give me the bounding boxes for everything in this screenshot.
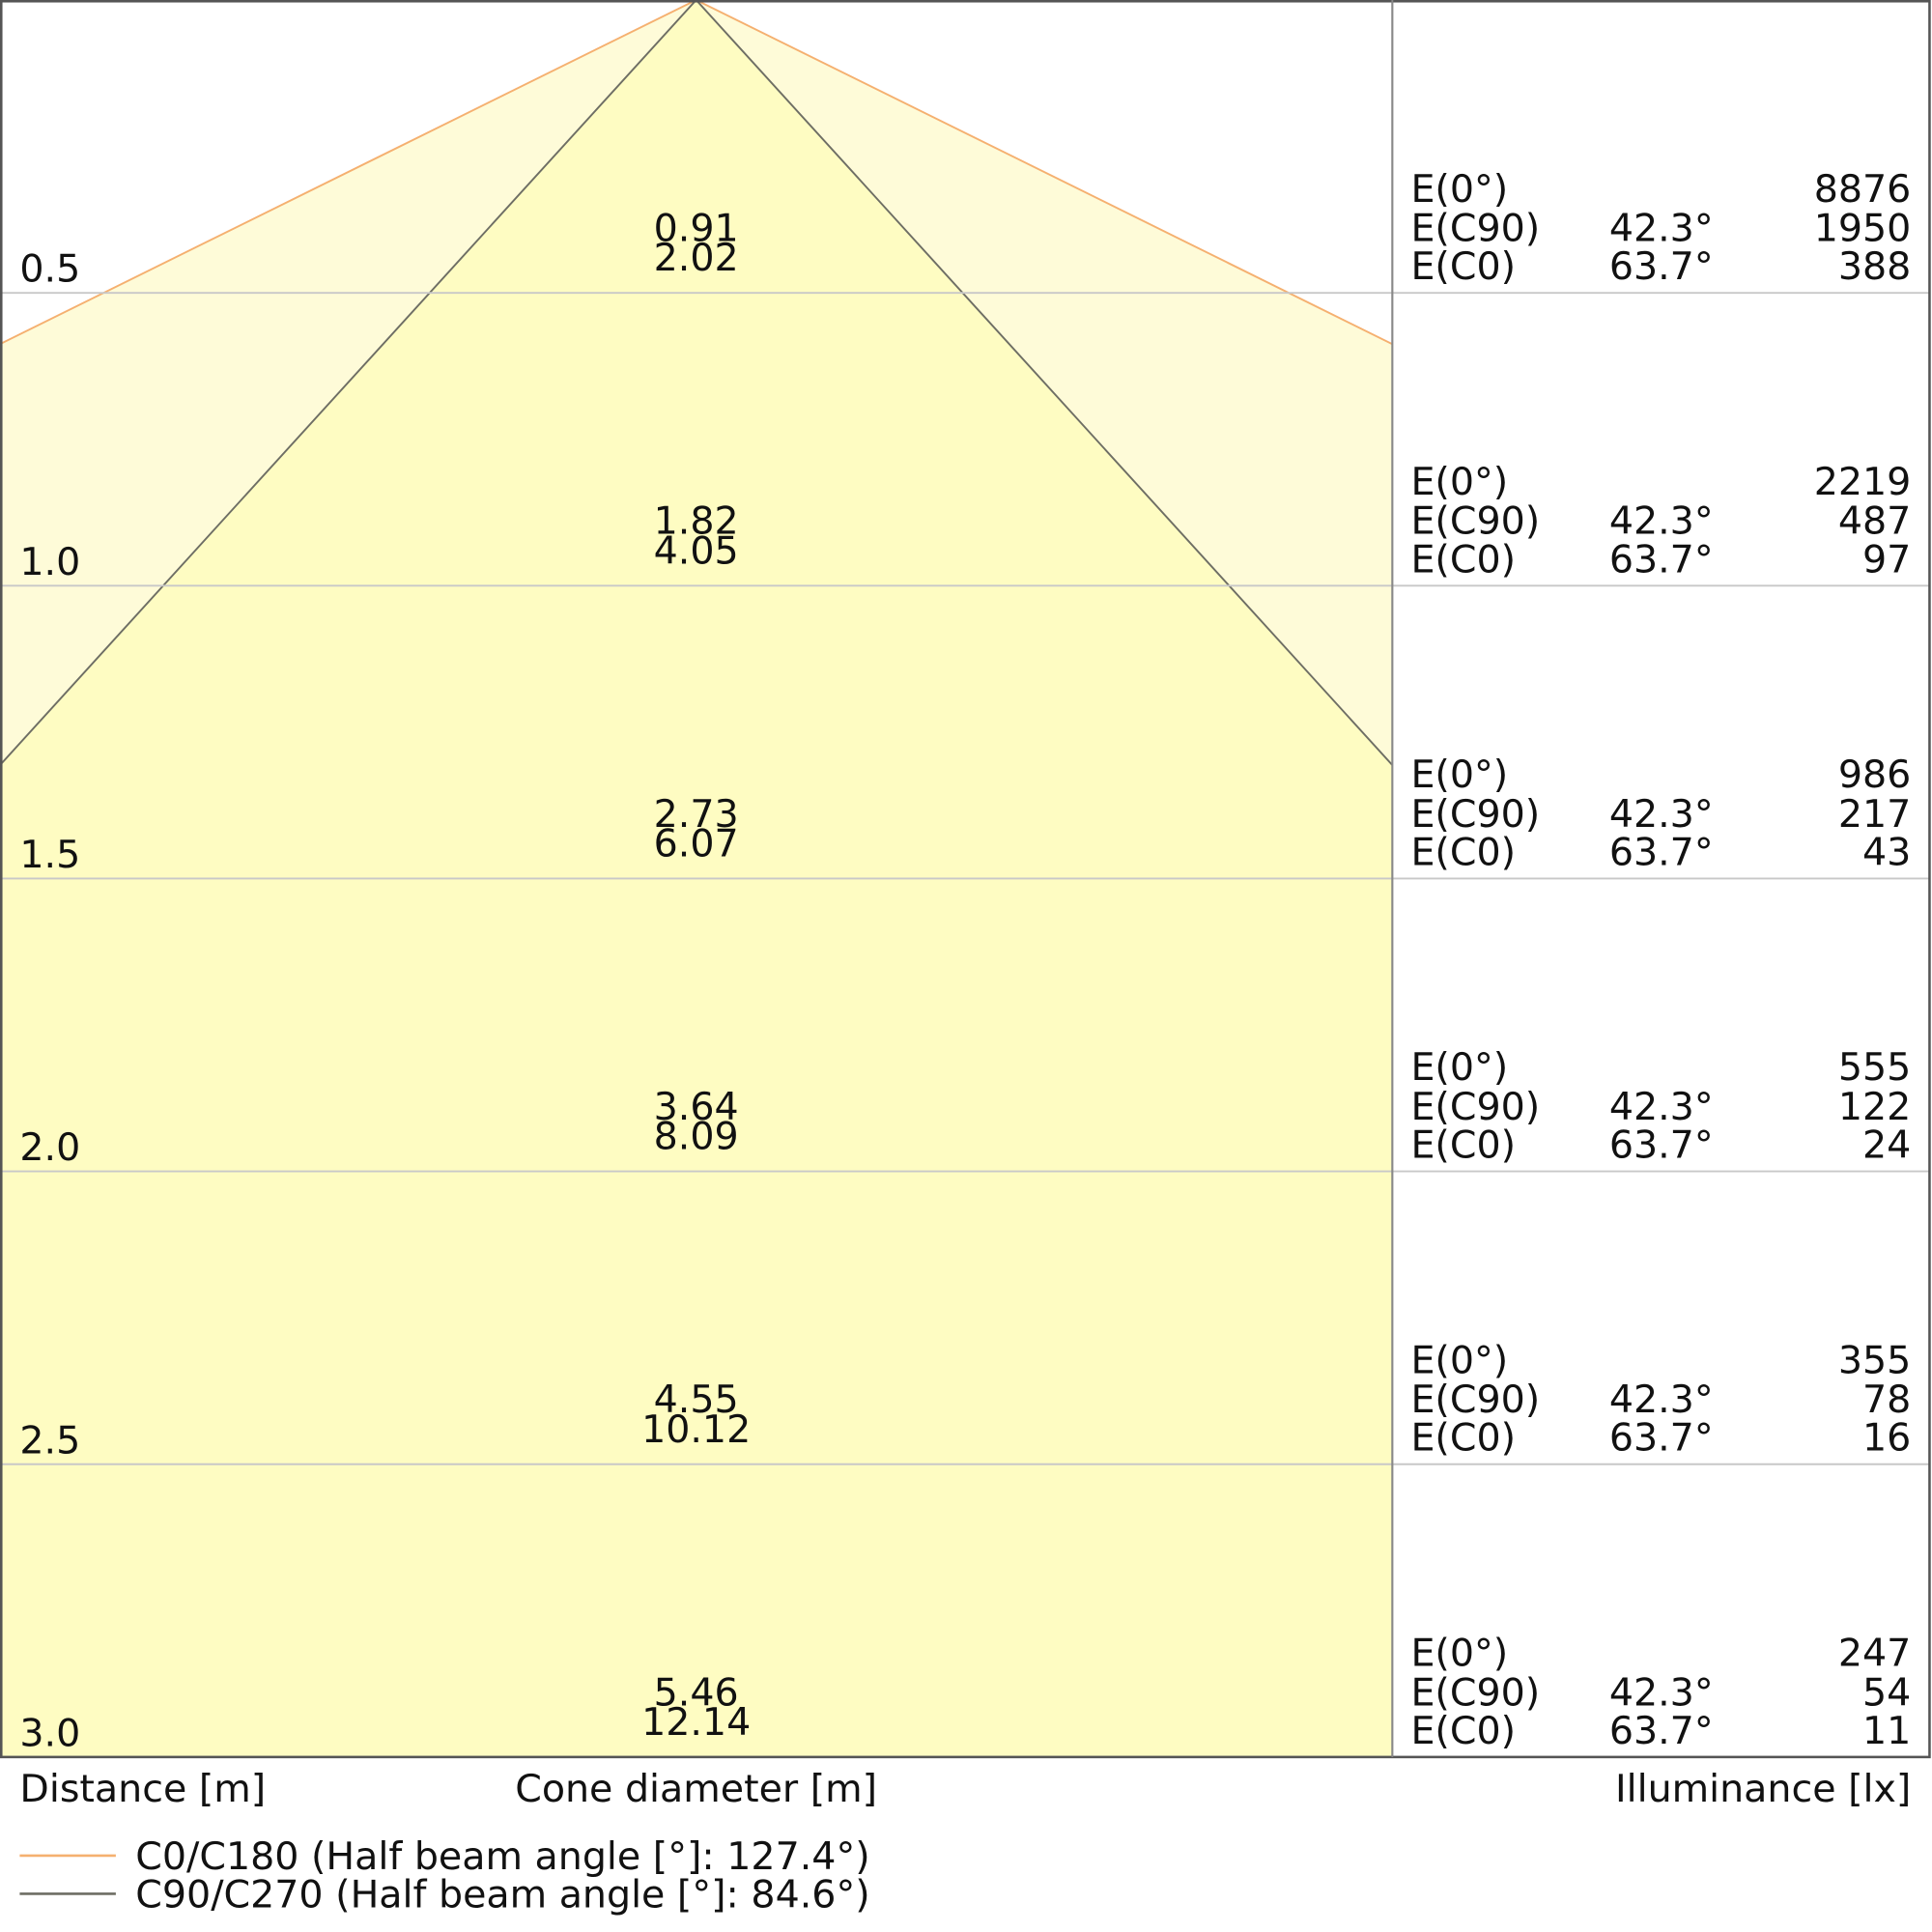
illuminance-value: 11 <box>1862 1709 1911 1753</box>
c0-diameter: 2.02 <box>654 236 739 280</box>
c90-diameter: 4.55 <box>654 1378 739 1422</box>
c0-diameter: 6.07 <box>654 821 739 866</box>
c90-diameter: 3.64 <box>654 1085 739 1129</box>
illuminance-label: E(C0) <box>1410 1709 1516 1753</box>
illuminance-value: 388 <box>1838 244 1911 289</box>
angle-label: 63.7° <box>1609 830 1714 874</box>
illuminance-label: E(0°) <box>1410 1631 1508 1675</box>
illuminance-label: E(C90) <box>1410 1085 1540 1129</box>
illuminance-value: 2219 <box>1814 460 1912 504</box>
angle-label: 63.7° <box>1609 537 1714 582</box>
illuminance-label: E(C0) <box>1410 537 1516 582</box>
angle-label: 63.7° <box>1609 1416 1714 1461</box>
angle-label: 42.3° <box>1609 1378 1714 1422</box>
legend-label: C0/C180 (Half beam angle [°]: 127.4°) <box>135 1834 869 1879</box>
illuminance-label: E(C90) <box>1410 499 1540 544</box>
illuminance-value: 487 <box>1838 499 1911 544</box>
illuminance-label: E(C0) <box>1410 1123 1516 1168</box>
legend-label: C90/C270 (Half beam angle [°]: 84.6°) <box>135 1872 869 1917</box>
illuminance-value: 355 <box>1838 1338 1911 1382</box>
distance-label: 0.5 <box>19 247 80 292</box>
illuminance-value: 43 <box>1862 830 1911 874</box>
illuminance-value: 54 <box>1862 1670 1911 1715</box>
illuminance-label: E(0°) <box>1410 167 1508 212</box>
distance-label: 1.5 <box>19 833 80 877</box>
illuminance-value: 986 <box>1838 753 1911 797</box>
angle-label: 42.3° <box>1609 499 1714 544</box>
angle-label: 42.3° <box>1609 1670 1714 1715</box>
c0-diameter: 4.05 <box>654 528 739 573</box>
angle-label: 63.7° <box>1609 244 1714 289</box>
distance-label: 2.5 <box>19 1418 80 1463</box>
c0-diameter: 10.12 <box>641 1407 751 1452</box>
c90-diameter: 2.73 <box>654 792 739 837</box>
angle-label: 42.3° <box>1609 792 1714 837</box>
illuminance-value: 8876 <box>1814 167 1912 212</box>
angle-label: 42.3° <box>1609 207 1714 251</box>
illuminance-label: E(C90) <box>1410 792 1540 837</box>
c90-diameter: 0.91 <box>654 207 739 251</box>
illuminance-label: E(C90) <box>1410 207 1540 251</box>
illuminance-value: 122 <box>1838 1085 1911 1129</box>
axis-label: Illuminance [lx] <box>1615 1767 1911 1811</box>
illuminance-value: 97 <box>1862 537 1911 582</box>
angle-label: 63.7° <box>1609 1123 1714 1168</box>
angle-label: 42.3° <box>1609 1085 1714 1129</box>
illuminance-label: E(C0) <box>1410 1416 1516 1461</box>
illuminance-value: 78 <box>1862 1378 1911 1422</box>
c90-diameter: 5.46 <box>654 1670 739 1715</box>
illuminance-value: 16 <box>1862 1416 1911 1461</box>
illuminance-label: E(C0) <box>1410 830 1516 874</box>
illuminance-value: 555 <box>1838 1045 1911 1090</box>
illuminance-label: E(0°) <box>1410 753 1508 797</box>
distance-label: 2.0 <box>19 1125 80 1170</box>
illuminance-label: E(0°) <box>1410 1045 1508 1090</box>
distance-label: 3.0 <box>19 1711 80 1755</box>
axis-label: Cone diameter [m] <box>515 1767 877 1811</box>
illuminance-label: E(0°) <box>1410 460 1508 504</box>
angle-label: 63.7° <box>1609 1709 1714 1753</box>
illuminance-label: E(C0) <box>1410 244 1516 289</box>
illuminance-value: 24 <box>1862 1123 1911 1168</box>
illuminance-label: E(C90) <box>1410 1670 1540 1715</box>
distance-label: 1.0 <box>19 540 80 584</box>
frame <box>0 0 1931 1759</box>
illuminance-value: 1950 <box>1814 207 1912 251</box>
c0-diameter: 12.14 <box>641 1700 751 1745</box>
c0-diameter: 8.09 <box>654 1115 739 1159</box>
illuminance-label: E(0°) <box>1410 1338 1508 1382</box>
illuminance-label: E(C90) <box>1410 1378 1540 1422</box>
axis-label: Distance [m] <box>19 1767 266 1811</box>
illuminance-value: 217 <box>1838 792 1911 837</box>
c90-diameter: 1.82 <box>654 499 739 544</box>
illuminance-value: 247 <box>1838 1631 1911 1675</box>
